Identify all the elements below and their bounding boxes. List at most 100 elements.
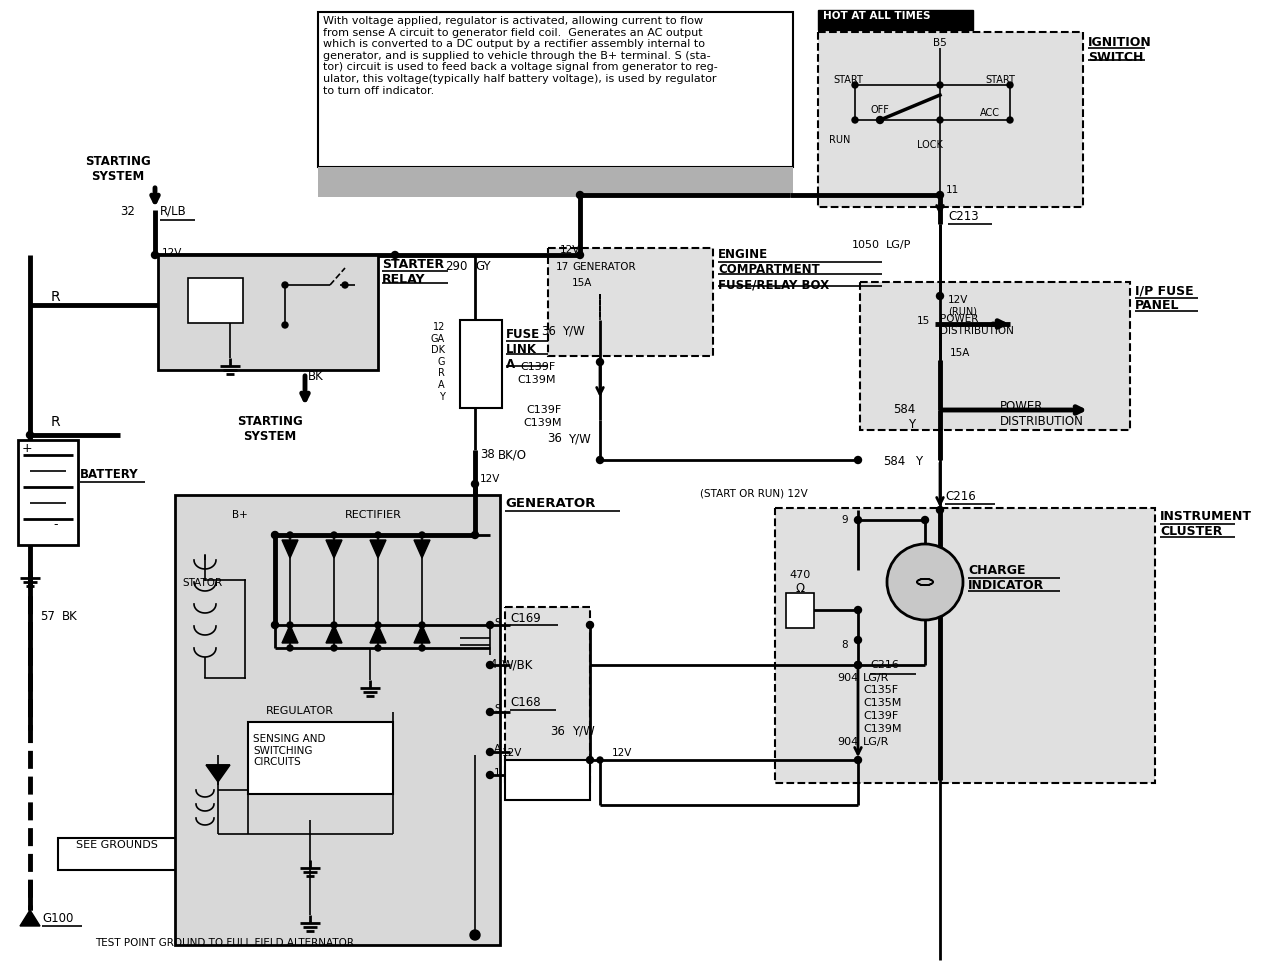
Text: 12V: 12V <box>561 245 580 255</box>
Circle shape <box>588 622 593 628</box>
Text: 36: 36 <box>550 725 564 738</box>
Circle shape <box>852 117 858 123</box>
Polygon shape <box>370 625 387 643</box>
Text: 15A: 15A <box>950 348 970 358</box>
Circle shape <box>576 251 584 258</box>
Text: W/BK: W/BK <box>502 658 534 671</box>
Text: C139M: C139M <box>517 375 556 385</box>
Bar <box>188 278 243 323</box>
Text: 12V: 12V <box>480 474 500 484</box>
Text: START: START <box>833 75 863 85</box>
Text: 1050: 1050 <box>852 240 881 250</box>
Text: G100: G100 <box>42 912 73 925</box>
Text: BK: BK <box>61 610 78 623</box>
Text: 11: 11 <box>946 185 959 195</box>
Text: 8: 8 <box>841 640 849 650</box>
Text: STARTING
SYSTEM: STARTING SYSTEM <box>86 155 151 183</box>
Text: +: + <box>22 442 32 455</box>
Text: ACC: ACC <box>980 108 1000 118</box>
Text: RECTIFIER: RECTIFIER <box>346 510 402 520</box>
Circle shape <box>287 532 293 538</box>
Circle shape <box>586 756 594 764</box>
Text: R/LB: R/LB <box>160 205 187 218</box>
Bar <box>818 32 1083 207</box>
Text: 290: 290 <box>445 260 468 273</box>
Text: 9: 9 <box>841 515 849 525</box>
Bar <box>460 320 502 408</box>
Text: B+: B+ <box>232 510 248 520</box>
Text: C139M: C139M <box>524 418 562 428</box>
Circle shape <box>922 516 928 523</box>
Text: BK: BK <box>308 370 324 383</box>
Text: C169: C169 <box>509 612 540 625</box>
Circle shape <box>937 117 943 123</box>
Circle shape <box>887 544 963 620</box>
Circle shape <box>1007 82 1012 88</box>
Text: ENGINE
COMPARTMENT
FUSE/RELAY BOX: ENGINE COMPARTMENT FUSE/RELAY BOX <box>718 248 829 291</box>
Text: Y/W: Y/W <box>568 432 591 445</box>
Circle shape <box>271 622 279 629</box>
Text: LG/P: LG/P <box>886 240 911 250</box>
Circle shape <box>937 191 943 198</box>
Bar <box>18 440 78 545</box>
Circle shape <box>470 930 480 940</box>
Text: 36: 36 <box>541 325 556 338</box>
Text: R: R <box>50 290 60 304</box>
Circle shape <box>576 191 584 198</box>
Text: CHARGE
INDICATOR: CHARGE INDICATOR <box>968 564 1044 592</box>
Polygon shape <box>326 625 342 643</box>
Bar <box>58 838 177 870</box>
Circle shape <box>486 622 494 629</box>
Circle shape <box>419 532 425 538</box>
Circle shape <box>332 622 337 628</box>
Circle shape <box>855 606 861 613</box>
Text: C213: C213 <box>948 210 979 223</box>
Bar <box>248 722 393 794</box>
Text: 15A: 15A <box>572 278 593 288</box>
Circle shape <box>586 622 594 629</box>
Text: GENERATOR: GENERATOR <box>572 262 636 272</box>
Text: START: START <box>986 75 1015 85</box>
Circle shape <box>419 622 425 628</box>
Circle shape <box>486 772 494 778</box>
Text: REGULATOR: REGULATOR <box>266 706 334 716</box>
Text: Ω: Ω <box>795 582 805 595</box>
Text: C139F: C139F <box>863 711 899 721</box>
Circle shape <box>937 507 943 513</box>
Text: STARTER
RELAY: STARTER RELAY <box>381 258 444 286</box>
Text: 584: 584 <box>883 455 905 468</box>
Text: B5: B5 <box>933 38 947 48</box>
Text: FUSE
LINK
A: FUSE LINK A <box>506 328 540 371</box>
Polygon shape <box>413 540 430 558</box>
Circle shape <box>937 292 943 300</box>
Circle shape <box>273 532 278 538</box>
Circle shape <box>392 251 398 258</box>
Text: R: R <box>50 415 60 429</box>
Text: C216: C216 <box>945 490 975 503</box>
Text: -: - <box>54 518 58 531</box>
Text: S: S <box>494 704 500 714</box>
Text: 17: 17 <box>556 262 570 272</box>
Text: SENSING AND
SWITCHING
CIRCUITS: SENSING AND SWITCHING CIRCUITS <box>253 734 325 767</box>
Text: 584: 584 <box>892 403 915 416</box>
Text: 12V: 12V <box>163 248 182 258</box>
Text: BK/O: BK/O <box>498 448 527 461</box>
Circle shape <box>375 645 381 651</box>
Text: C135M: C135M <box>863 698 901 708</box>
Circle shape <box>877 116 883 124</box>
Polygon shape <box>20 910 40 926</box>
Circle shape <box>273 622 278 628</box>
Text: C168: C168 <box>509 696 540 709</box>
Text: With voltage applied, regulator is activated, allowing current to flow
from sens: With voltage applied, regulator is activ… <box>323 16 718 96</box>
Text: BATTERY: BATTERY <box>79 468 138 481</box>
Circle shape <box>855 456 861 463</box>
Circle shape <box>282 282 288 288</box>
Bar <box>860 282 1130 430</box>
Text: LG/R: LG/R <box>863 673 890 683</box>
Text: (START OR RUN) 12V: (START OR RUN) 12V <box>700 488 808 498</box>
Text: STARTING
SYSTEM: STARTING SYSTEM <box>237 415 303 443</box>
Bar <box>188 704 483 822</box>
Circle shape <box>332 645 337 651</box>
Bar <box>317 167 794 197</box>
Bar <box>506 607 590 782</box>
